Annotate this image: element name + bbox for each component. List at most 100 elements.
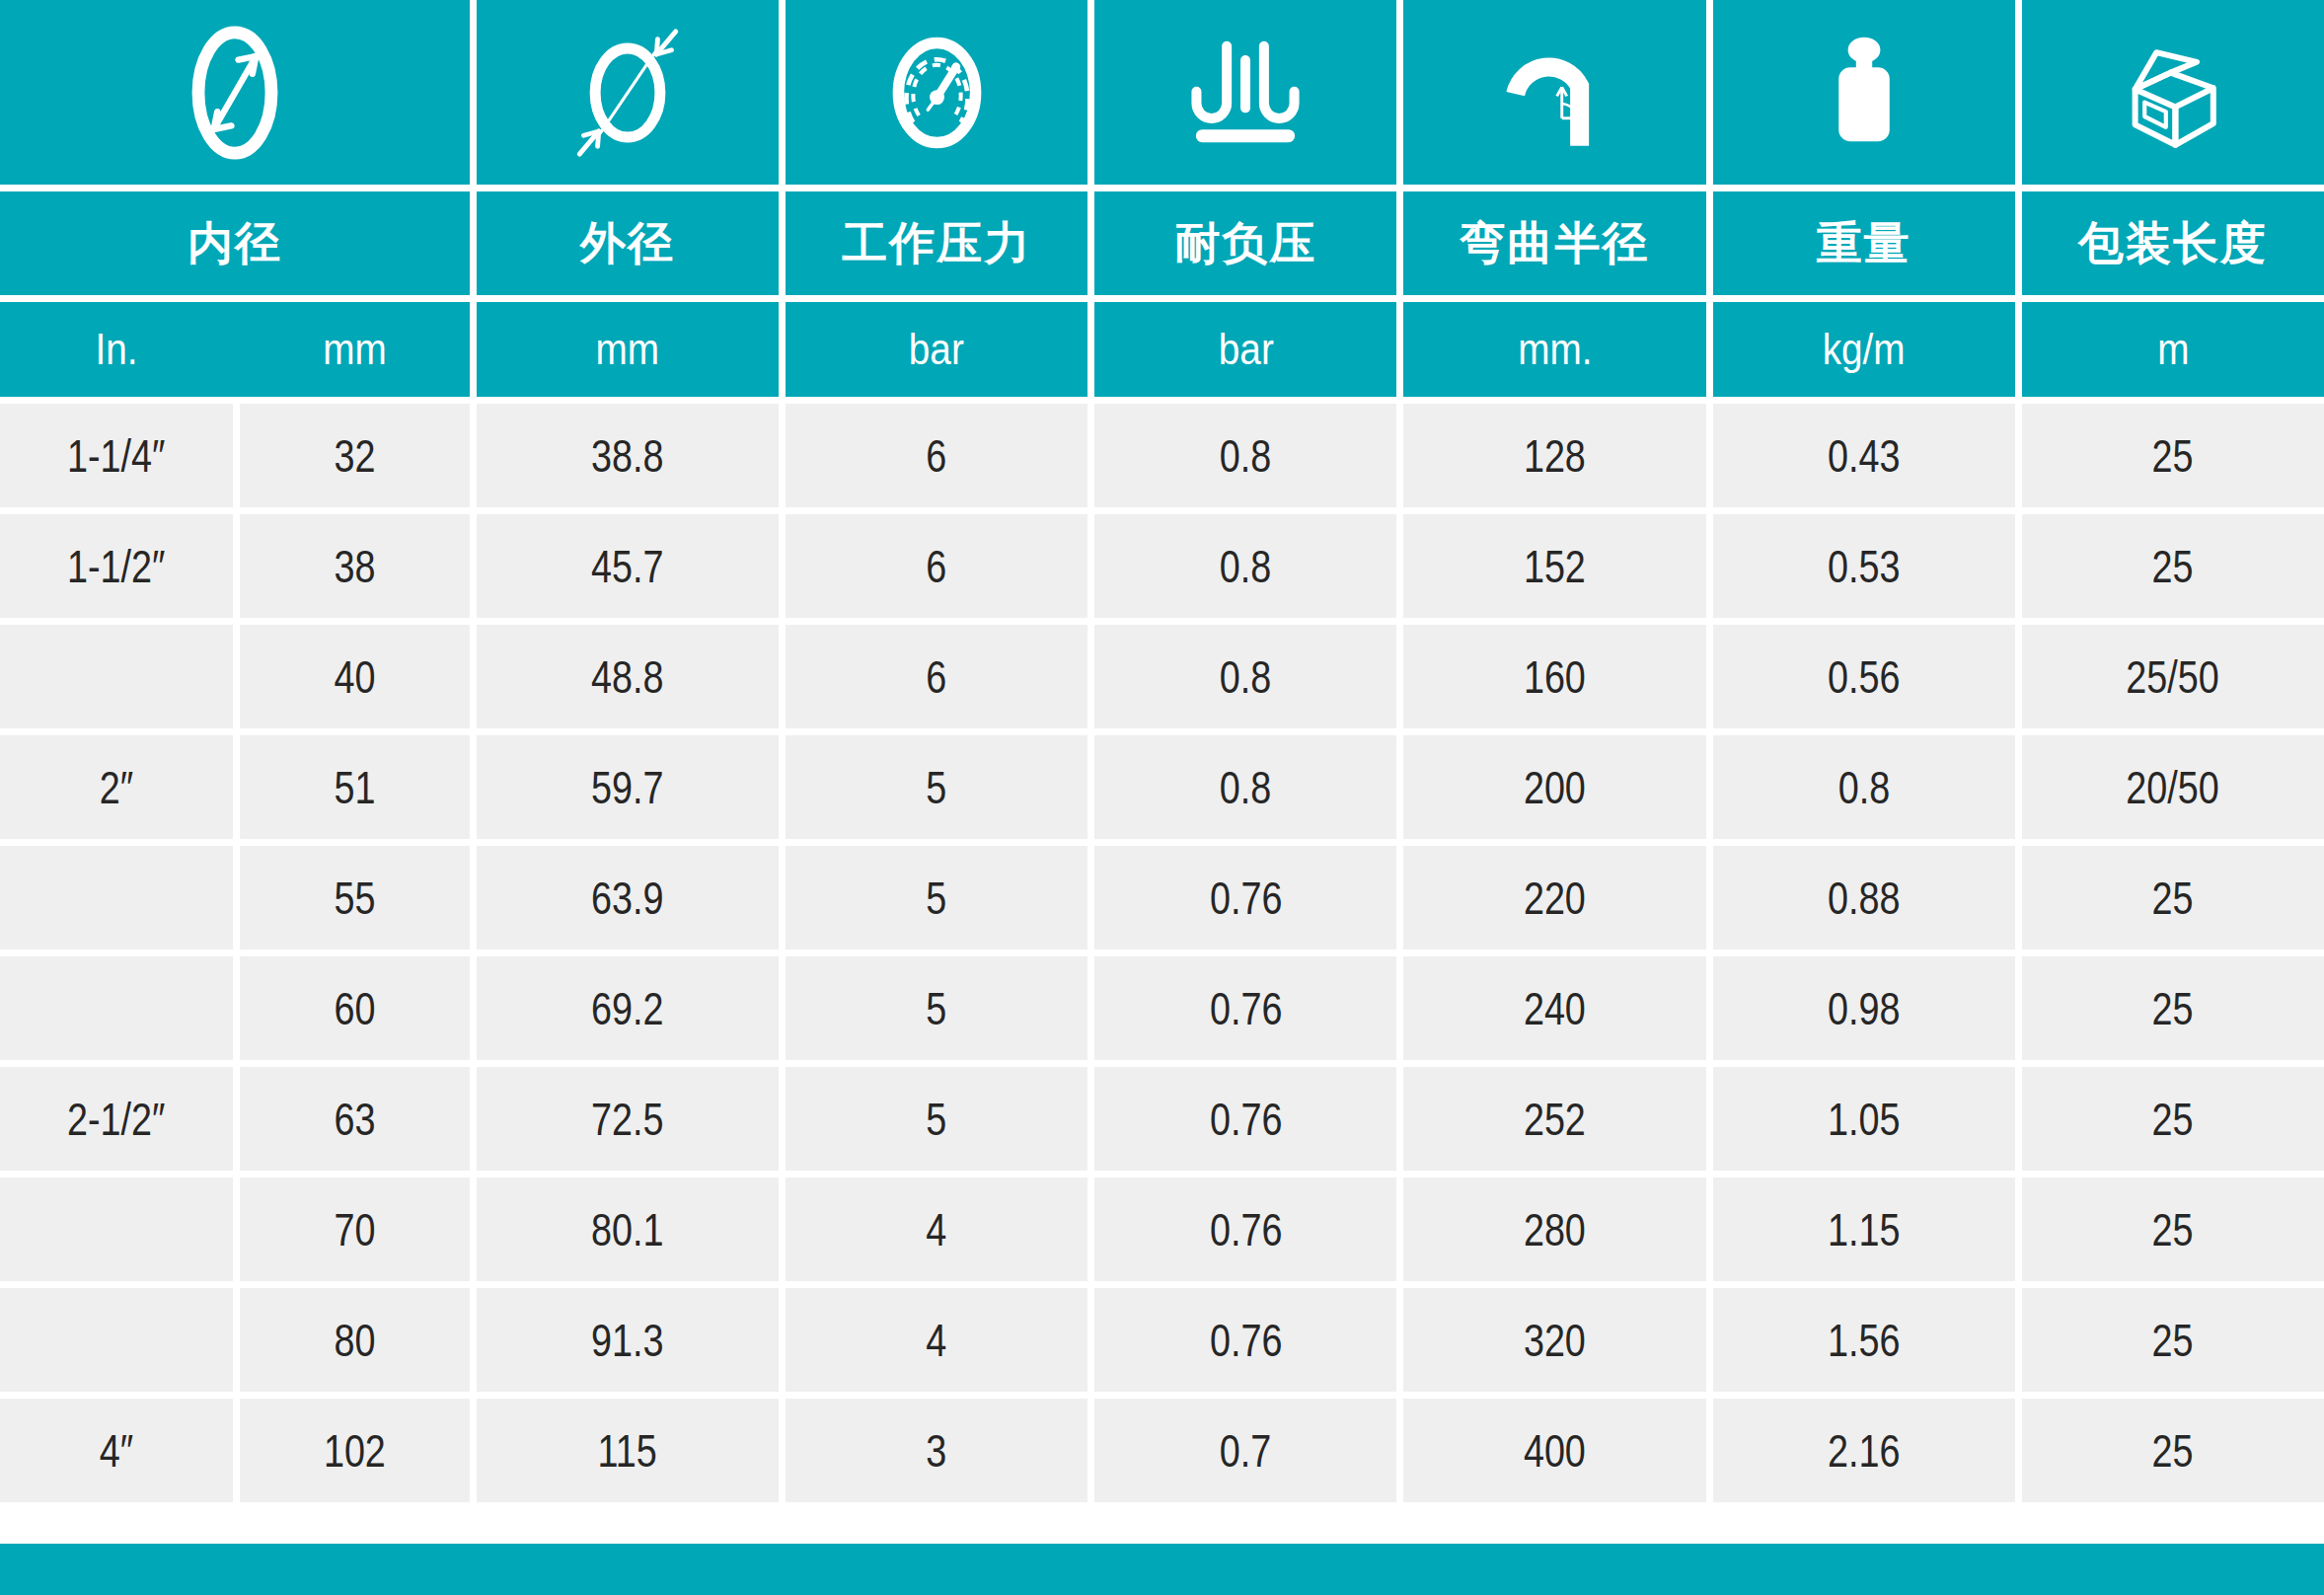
cell-inner-diameter-inch	[0, 1288, 233, 1392]
unit-inch: In.	[14, 302, 219, 397]
col-label: 包装长度	[2078, 213, 2268, 274]
cell-value: 6	[927, 650, 947, 704]
cell-value: 0.76	[1210, 1314, 1282, 1367]
cell-bend-radius: 280	[1403, 1177, 1705, 1281]
inner-diameter-icon	[186, 20, 284, 166]
cell-outer-diameter: 38.8	[477, 404, 779, 507]
cell-value: 70	[335, 1203, 376, 1256]
col-header-package-length: 包装长度	[2022, 191, 2324, 295]
unit-bend-radius: mm.	[1403, 302, 1705, 397]
cell-weight: 0.88	[1713, 846, 2015, 949]
cell-outer-diameter: 69.2	[477, 956, 779, 1060]
cell-working-pressure: 3	[786, 1399, 1087, 1502]
cell-value: 32	[335, 429, 376, 483]
cell-value: 0.98	[1828, 982, 1900, 1035]
cell-value: 80.1	[591, 1203, 663, 1256]
cell-working-pressure: 6	[786, 514, 1087, 618]
cell-package-length: 25	[2022, 404, 2324, 507]
working-pressure-icon-cell	[786, 0, 1087, 185]
cell-vacuum: 0.8	[1094, 404, 1396, 507]
cell-value: 25	[2152, 540, 2194, 593]
cell-value: 240	[1524, 982, 1586, 1035]
cell-bend-radius: 320	[1403, 1288, 1705, 1392]
cell-inner-diameter-inch: 1-1/2″	[0, 514, 233, 618]
cell-value: 2″	[100, 761, 133, 814]
cell-package-length: 25	[2022, 514, 2324, 618]
cell-outer-diameter: 45.7	[477, 514, 779, 618]
cell-inner-diameter-mm: 80	[240, 1288, 470, 1392]
vacuum-icon-cell	[1094, 0, 1396, 185]
vacuum-icon	[1187, 35, 1304, 151]
cell-vacuum: 0.7	[1094, 1399, 1396, 1502]
cell-value: 25/50	[2127, 650, 2219, 704]
cell-inner-diameter-mm: 51	[240, 735, 470, 839]
cell-package-length: 25	[2022, 1177, 2324, 1281]
package-icon-cell	[2022, 0, 2324, 185]
unit-label: mm.	[1518, 325, 1592, 374]
cell-vacuum: 0.76	[1094, 1067, 1396, 1171]
cell-weight: 1.05	[1713, 1067, 2015, 1171]
col-label: 耐负压	[1174, 213, 1316, 274]
cell-inner-diameter-mm: 70	[240, 1177, 470, 1281]
cell-value: 0.7	[1220, 1424, 1271, 1478]
cell-inner-diameter-mm: 63	[240, 1067, 470, 1171]
cell-working-pressure: 5	[786, 846, 1087, 949]
unit-outer-diameter: mm	[477, 302, 779, 397]
unit-mm: mm	[254, 302, 456, 397]
cell-weight: 0.98	[1713, 956, 2015, 1060]
cell-value: 6	[927, 540, 947, 593]
col-label: 工作压力	[842, 213, 1031, 274]
cell-value: 25	[2152, 872, 2194, 925]
icon-header-row	[0, 0, 2324, 185]
cell-value: 59.7	[591, 761, 663, 814]
cell-value: 60	[335, 982, 376, 1035]
cell-bend-radius: 160	[1403, 625, 1705, 728]
cell-value: 102	[324, 1424, 386, 1478]
cell-value: 63	[335, 1093, 376, 1146]
cell-package-length: 20/50	[2022, 735, 2324, 839]
table-row: 8091.340.763201.5625	[0, 1288, 2324, 1392]
cell-bend-radius: 252	[1403, 1067, 1705, 1171]
cell-package-length: 25/50	[2022, 625, 2324, 728]
table-row: 1-1/4″3238.860.81280.4325	[0, 404, 2324, 507]
unit-label: bar	[909, 325, 964, 374]
cell-weight: 1.15	[1713, 1177, 2015, 1281]
table-row: 1-1/2″ 3845.7 6 0.8 152 0.53 25	[0, 514, 2324, 618]
cell-package-length: 25	[2022, 1067, 2324, 1171]
cell-package-length: 25	[2022, 846, 2324, 949]
cell-weight: 0.43	[1713, 404, 2015, 507]
col-header-working-pressure: 工作压力	[786, 191, 1087, 295]
column-name-row: 内径 外径 工作压力 耐负压 弯曲半径 重量 包装长度	[0, 191, 2324, 295]
unit-inner-diameter: In. mm	[0, 302, 470, 397]
cell-value: 152	[1524, 540, 1586, 593]
unit-label: kg/m	[1823, 325, 1906, 374]
cell-vacuum: 0.8	[1094, 514, 1396, 618]
package-icon	[2111, 34, 2235, 152]
cell-inner-diameter-mm: 102	[240, 1399, 470, 1502]
cell-working-pressure: 5	[786, 956, 1087, 1060]
col-label: 弯曲半径	[1461, 213, 1650, 274]
cell-value: 5	[927, 1093, 947, 1146]
cell-vacuum: 0.76	[1094, 1288, 1396, 1392]
cell-outer-diameter: 63.9	[477, 846, 779, 949]
table-row: 7080.140.762801.1525	[0, 1177, 2324, 1281]
cell-value: 51	[335, 761, 376, 814]
unit-working-pressure: bar	[786, 302, 1087, 397]
cell-outer-diameter: 91.3	[477, 1288, 779, 1392]
cell-inner-diameter-inch: 2-1/2″	[0, 1067, 233, 1171]
cell-value: 2.16	[1828, 1424, 1900, 1478]
inner-diameter-icon-cell	[0, 0, 470, 185]
cell-outer-diameter: 59.7	[477, 735, 779, 839]
cell-value: 280	[1524, 1203, 1586, 1256]
table-row: 2″5159.750.82000.820/50	[0, 735, 2324, 839]
spec-table: 内径 外径 工作压力 耐负压 弯曲半径 重量 包装长度 In. mm mm ba…	[0, 0, 2324, 1502]
cell-weight: 0.53	[1713, 514, 2015, 618]
weight-icon	[1824, 35, 1905, 151]
cell-bend-radius: 200	[1403, 735, 1705, 839]
cell-working-pressure: 4	[786, 1288, 1087, 1392]
cell-value: 1-1/2″	[67, 540, 165, 593]
cell-working-pressure: 4	[786, 1177, 1087, 1281]
cell-value: 25	[2152, 429, 2194, 483]
cell-inner-diameter-mm: 38	[240, 514, 470, 618]
cell-inner-diameter-inch: 1-1/4″	[0, 404, 233, 507]
